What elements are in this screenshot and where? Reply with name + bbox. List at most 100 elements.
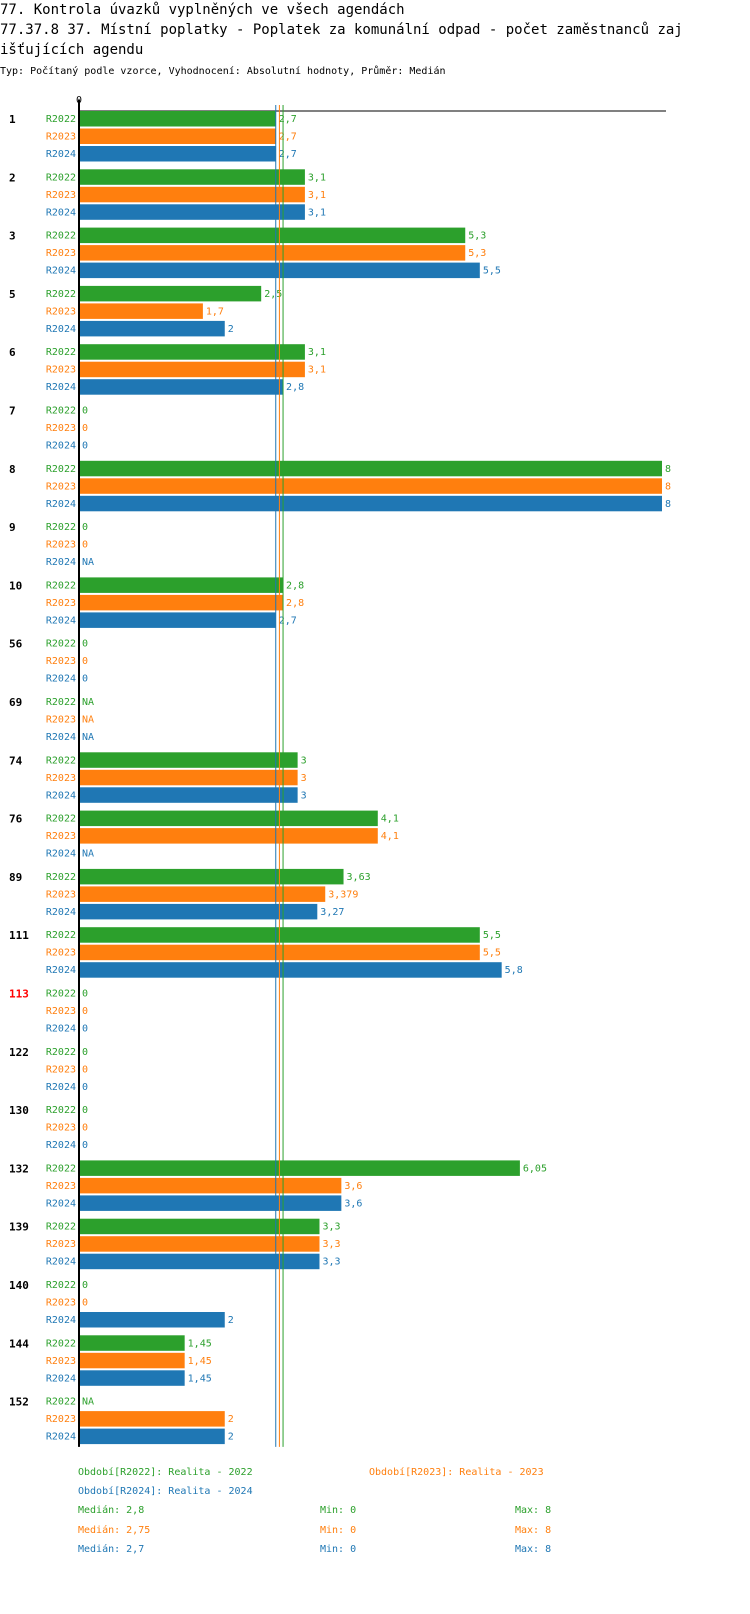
series-label-R2022-56: R2022 [46, 639, 76, 650]
bar-R2022-3 [79, 227, 466, 244]
value-label-R2023-2: 3,1 [308, 190, 326, 201]
series-label-R2023-10: R2023 [46, 598, 76, 609]
bar-R2024-10 [79, 612, 276, 628]
series-label-R2024-8: R2024 [46, 499, 76, 510]
value-label-R2022-56: 0 [82, 639, 88, 650]
value-label-R2023-9: 0 [82, 540, 88, 551]
category-label-111: 111 [9, 929, 29, 942]
series-label-R2022-130: R2022 [46, 1105, 76, 1116]
value-label-R2024-9: NA [82, 557, 94, 568]
value-label-R2022-113: 0 [82, 989, 88, 1000]
value-label-R2022-76: 4,1 [381, 814, 399, 825]
value-label-R2023-132: 3,6 [344, 1181, 362, 1192]
bar-R2024-2 [79, 204, 305, 220]
value-label-R2024-5: 2 [228, 324, 234, 335]
stat-min-2023: Min: 0 [320, 1525, 357, 1536]
value-label-R2023-89: 3,379 [328, 889, 358, 900]
value-label-R2024-6: 2,8 [286, 382, 304, 393]
series-label-R2023-9: R2023 [46, 540, 76, 551]
bar-R2024-111 [79, 962, 502, 978]
series-label-R2023-56: R2023 [46, 656, 76, 667]
bar-R2024-140 [79, 1312, 225, 1328]
series-label-R2024-140: R2024 [46, 1315, 76, 1326]
value-label-R2024-56: 0 [82, 674, 88, 685]
value-label-R2024-69: NA [82, 732, 94, 743]
value-label-R2024-111: 5,8 [505, 965, 523, 976]
value-label-R2022-139: 3,3 [322, 1222, 340, 1233]
stat-min-2022: Min: 0 [320, 1505, 357, 1516]
series-label-R2022-10: R2022 [46, 580, 76, 591]
value-label-R2024-130: 0 [82, 1140, 88, 1151]
series-label-R2024-111: R2024 [46, 965, 76, 976]
value-label-R2024-76: NA [82, 849, 94, 860]
value-label-R2023-6: 3,1 [308, 365, 326, 376]
category-label-152: 152 [9, 1396, 29, 1409]
chart-subtitle-line2: išťujících agendu [0, 42, 144, 58]
legend-period-2024: Období[R2024]: Realita - 2024 [78, 1486, 253, 1497]
value-label-R2023-144: 1,45 [188, 1356, 212, 1367]
bar-R2023-152 [79, 1411, 225, 1427]
value-label-R2022-89: 3,63 [347, 872, 371, 883]
bar-R2022-89 [79, 868, 344, 885]
value-label-R2024-10: 2,7 [279, 615, 297, 626]
value-label-R2024-7: 0 [82, 441, 88, 452]
series-label-R2024-2: R2024 [46, 207, 76, 218]
series-label-R2023-144: R2023 [46, 1356, 76, 1367]
value-label-R2022-1: 2,7 [279, 114, 297, 125]
category-label-56: 56 [9, 638, 23, 651]
series-label-R2023-8: R2023 [46, 481, 76, 492]
series-label-R2023-74: R2023 [46, 773, 76, 784]
series-label-R2024-132: R2024 [46, 1198, 76, 1209]
bar-chart: 0 1 R2022 2,7 R2023 2,7 R2024 2,7 2 R2022 3,1 R2023… [9, 95, 671, 1447]
series-label-R2023-69: R2023 [46, 715, 76, 726]
bar-R2023-139 [79, 1236, 320, 1252]
value-label-R2022-122: 0 [82, 1047, 88, 1058]
series-label-R2022-5: R2022 [46, 289, 76, 300]
value-label-R2022-7: 0 [82, 406, 88, 417]
series-label-R2022-7: R2022 [46, 406, 76, 417]
bar-R2024-5 [79, 320, 225, 337]
bar-R2023-2 [79, 186, 305, 203]
series-label-R2024-113: R2024 [46, 1024, 76, 1035]
value-label-R2022-132: 6,05 [523, 1163, 547, 1174]
series-label-R2022-152: R2022 [46, 1397, 76, 1408]
value-label-R2022-3: 5,3 [468, 231, 486, 242]
bar-R2024-8 [79, 495, 662, 512]
series-label-R2023-113: R2023 [46, 1006, 76, 1017]
series-label-R2022-2: R2022 [46, 172, 76, 183]
bar-R2023-76 [79, 828, 378, 844]
series-label-R2022-89: R2022 [46, 872, 76, 883]
bar-R2023-1 [79, 128, 276, 144]
value-label-R2022-8: 8 [665, 464, 671, 475]
series-label-R2022-140: R2022 [46, 1280, 76, 1291]
series-label-R2023-132: R2023 [46, 1181, 76, 1192]
series-label-R2024-9: R2024 [46, 557, 76, 568]
series-label-R2024-1: R2024 [46, 149, 76, 160]
category-label-89: 89 [9, 871, 22, 884]
bar-R2022-2 [79, 169, 305, 185]
bar-R2022-132 [79, 1160, 520, 1176]
series-label-R2023-3: R2023 [46, 248, 76, 259]
value-label-R2023-10: 2,8 [286, 598, 304, 609]
bar-R2022-10 [79, 577, 284, 593]
bar-R2022-76 [79, 810, 378, 827]
series-label-R2022-8: R2022 [46, 464, 76, 475]
stat-max-2024: Max: 8 [515, 1544, 552, 1555]
value-label-R2022-111: 5,5 [483, 930, 501, 941]
series-label-R2024-3: R2024 [46, 266, 76, 277]
value-label-R2023-130: 0 [82, 1123, 88, 1134]
category-label-76: 76 [9, 813, 23, 826]
value-label-R2024-144: 1,45 [188, 1373, 212, 1384]
bar-R2023-10 [79, 594, 284, 611]
value-label-R2024-122: 0 [82, 1082, 88, 1093]
series-label-R2022-113: R2022 [46, 989, 76, 1000]
bar-R2023-144 [79, 1352, 185, 1369]
stat-max-2023: Max: 8 [515, 1525, 552, 1536]
series-label-R2024-122: R2024 [46, 1082, 76, 1093]
bar-R2024-89 [79, 903, 318, 920]
series-label-R2024-69: R2024 [46, 732, 76, 743]
series-label-R2024-56: R2024 [46, 674, 76, 685]
series-label-R2024-139: R2024 [46, 1257, 76, 1268]
series-label-R2022-122: R2022 [46, 1047, 76, 1058]
category-label-8: 8 [9, 463, 16, 476]
